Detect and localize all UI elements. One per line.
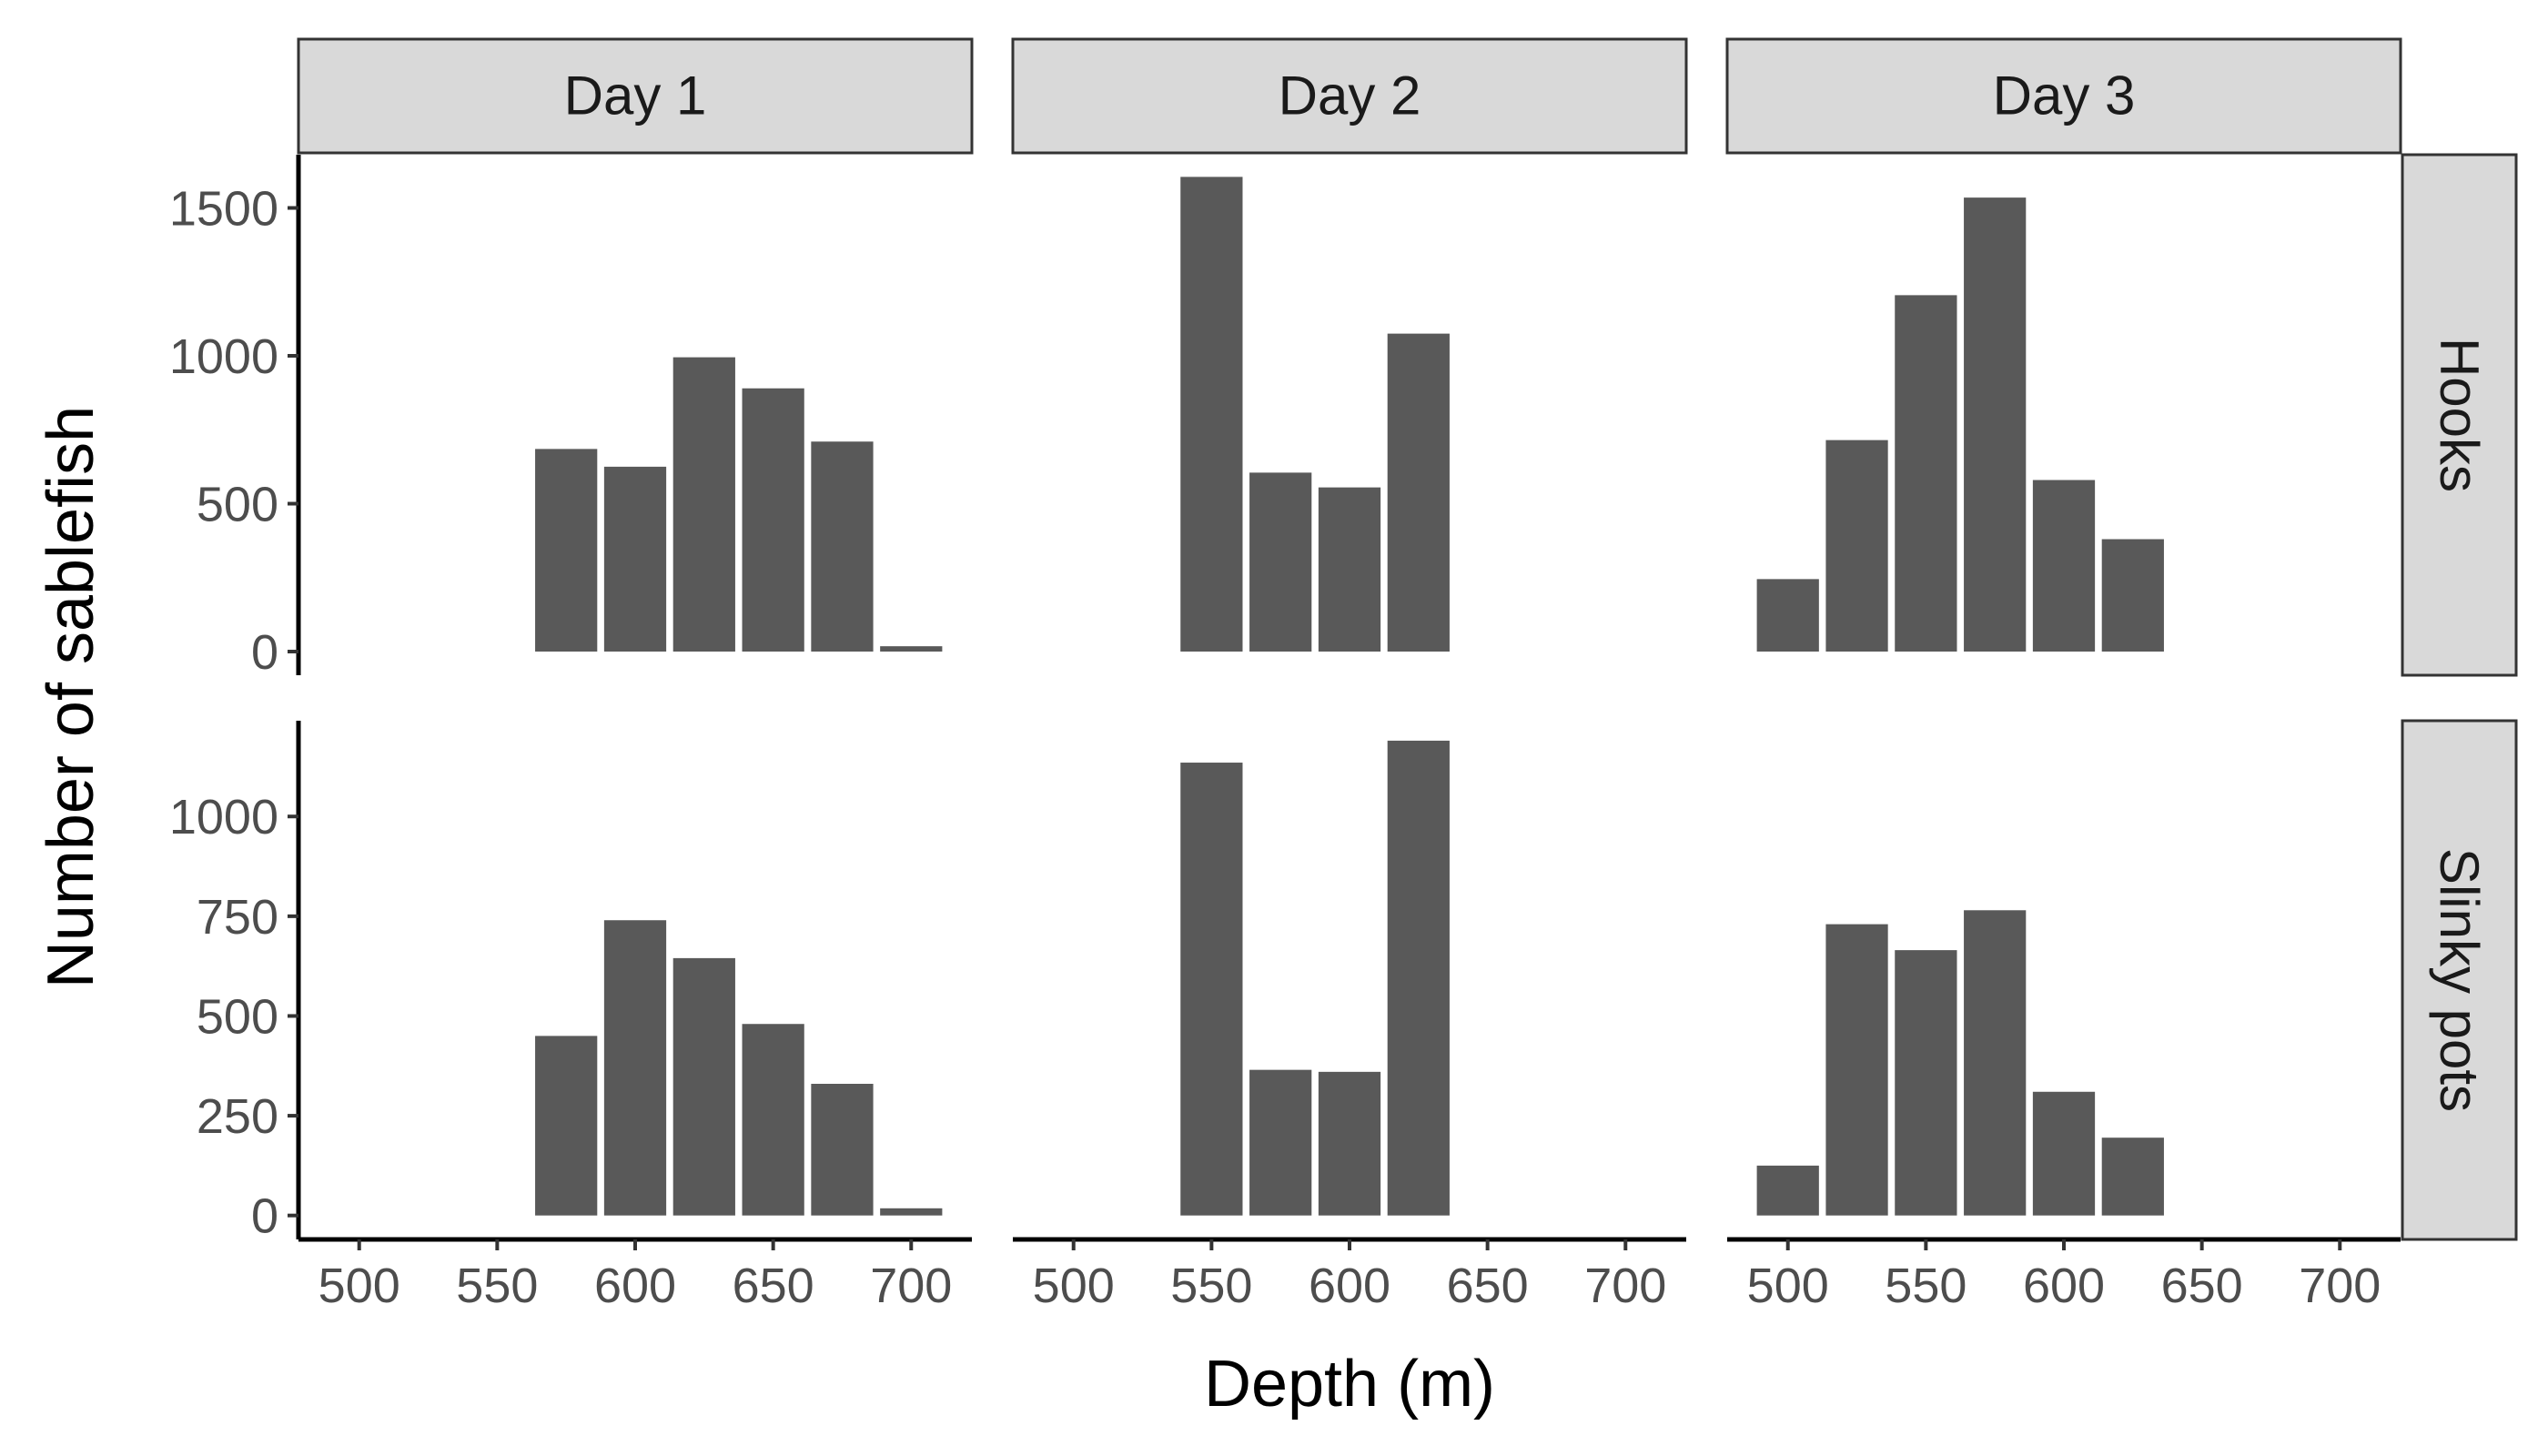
facet-strip-label-slinky-pots: Slinky pots <box>2429 848 2490 1112</box>
bar-hooks-day-3-500 <box>1756 579 1819 652</box>
bar-hooks-day-2-600 <box>1318 487 1381 652</box>
bar-slinky-pots-day-2-550 <box>1180 763 1243 1216</box>
y-axis-title: Number of sablefish <box>35 406 107 988</box>
x-axis-title: Depth (m) <box>1204 1348 1495 1421</box>
x-tick-label-day-2-500: 500 <box>1033 1259 1115 1313</box>
facet-strip-day-3 <box>1725 37 2402 155</box>
facet-strip-hooks <box>2401 153 2518 677</box>
bar-hooks-day-1-700 <box>880 646 943 652</box>
x-tick-label-day-3-500: 500 <box>1747 1259 1829 1313</box>
bar-hooks-day-1-675 <box>811 441 874 652</box>
bar-slinky-pots-day-3-500 <box>1756 1165 1819 1216</box>
bar-slinky-pots-day-3-550 <box>1895 950 1957 1216</box>
bar-hooks-day-2-575 <box>1249 472 1312 652</box>
x-tick-label-day-3-700: 700 <box>2299 1259 2381 1313</box>
x-tick-label-day-2-550: 550 <box>1170 1259 1252 1313</box>
facet-strip-day-1 <box>297 37 974 155</box>
bar-slinky-pots-day-2-600 <box>1318 1071 1381 1216</box>
bar-hooks-day-2-625 <box>1387 333 1450 652</box>
bar-hooks-day-3-575 <box>1964 197 2027 652</box>
bar-slinky-pots-day-1-650 <box>742 1024 804 1216</box>
bar-slinky-pots-day-1-575 <box>535 1036 598 1216</box>
bar-slinky-pots-day-1-625 <box>672 957 735 1216</box>
bar-hooks-day-1-625 <box>672 357 735 652</box>
facet-strip-label-day-2: Day 2 <box>1279 66 1421 126</box>
bar-hooks-day-2-550 <box>1180 177 1243 652</box>
bar-slinky-pots-day-3-625 <box>2101 1138 2164 1216</box>
facet-strip-day-2 <box>1011 37 1688 155</box>
bar-hooks-day-3-600 <box>2032 480 2096 652</box>
y-tick-label-slinky-pots-1000: 1000 <box>169 790 278 844</box>
x-tick-label-day-1-650: 650 <box>733 1259 814 1313</box>
y-tick-label-slinky-pots-750: 750 <box>197 890 278 945</box>
bar-hooks-day-3-550 <box>1895 295 1957 652</box>
x-tick-label-day-3-650: 650 <box>2161 1259 2243 1313</box>
x-tick-label-day-1-700: 700 <box>870 1259 952 1313</box>
facet-strip-label-day-3: Day 3 <box>1993 66 2136 126</box>
x-tick-label-day-2-700: 700 <box>1584 1259 1666 1313</box>
y-tick-label-slinky-pots-250: 250 <box>197 1089 278 1144</box>
bar-slinky-pots-day-3-525 <box>1825 924 1888 1216</box>
x-tick-label-day-2-650: 650 <box>1447 1259 1529 1313</box>
bar-slinky-pots-day-1-700 <box>880 1208 943 1216</box>
y-tick-label-hooks-0: 0 <box>251 625 278 680</box>
bar-slinky-pots-day-1-600 <box>603 920 667 1216</box>
bar-slinky-pots-day-3-600 <box>2032 1091 2096 1216</box>
bar-slinky-pots-day-2-575 <box>1249 1069 1312 1216</box>
y-tick-label-hooks-1000: 1000 <box>169 329 278 384</box>
y-tick-label-slinky-pots-0: 0 <box>251 1189 278 1244</box>
x-tick-label-day-1-550: 550 <box>456 1259 538 1313</box>
bar-hooks-day-1-600 <box>603 466 667 652</box>
y-tick-label-hooks-1500: 1500 <box>169 182 278 237</box>
facet-strip-slinky-pots <box>2401 719 2518 1241</box>
facet-strip-label-hooks: Hooks <box>2429 338 2490 492</box>
x-tick-label-day-3-550: 550 <box>1885 1259 1967 1313</box>
y-tick-label-hooks-500: 500 <box>197 478 278 532</box>
y-tick-label-slinky-pots-500: 500 <box>197 989 278 1044</box>
bar-slinky-pots-day-2-625 <box>1387 740 1450 1216</box>
x-tick-label-day-1-500: 500 <box>318 1259 400 1313</box>
bar-slinky-pots-day-1-675 <box>811 1084 874 1216</box>
x-tick-label-day-1-600: 600 <box>594 1259 676 1313</box>
bar-hooks-day-1-575 <box>535 449 598 652</box>
bar-hooks-day-3-525 <box>1825 440 1888 652</box>
x-tick-label-day-3-600: 600 <box>2023 1259 2105 1313</box>
bar-slinky-pots-day-3-575 <box>1964 910 2027 1216</box>
bar-hooks-day-1-650 <box>742 388 804 652</box>
bar-hooks-day-3-625 <box>2101 539 2164 652</box>
x-tick-label-day-2-600: 600 <box>1309 1259 1390 1313</box>
facet-strip-label-day-1: Day 1 <box>564 66 707 126</box>
